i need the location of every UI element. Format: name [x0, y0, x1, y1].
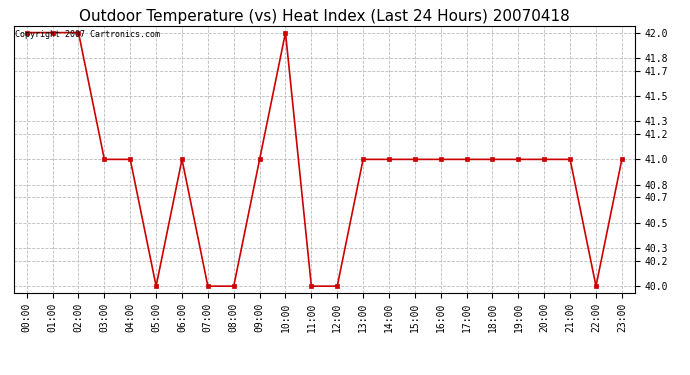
- Text: Copyright 2007 Cartronics.com: Copyright 2007 Cartronics.com: [15, 30, 160, 39]
- Title: Outdoor Temperature (vs) Heat Index (Last 24 Hours) 20070418: Outdoor Temperature (vs) Heat Index (Las…: [79, 9, 570, 24]
